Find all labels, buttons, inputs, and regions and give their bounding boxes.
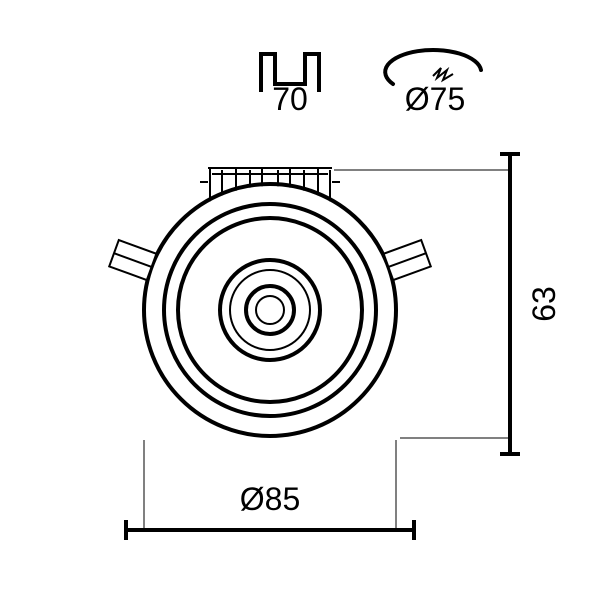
outer-diameter-label: Ø85: [240, 481, 300, 517]
height-label: 63: [526, 286, 562, 322]
depth-label: 70: [272, 81, 308, 117]
cutout-label: Ø75: [405, 81, 465, 117]
